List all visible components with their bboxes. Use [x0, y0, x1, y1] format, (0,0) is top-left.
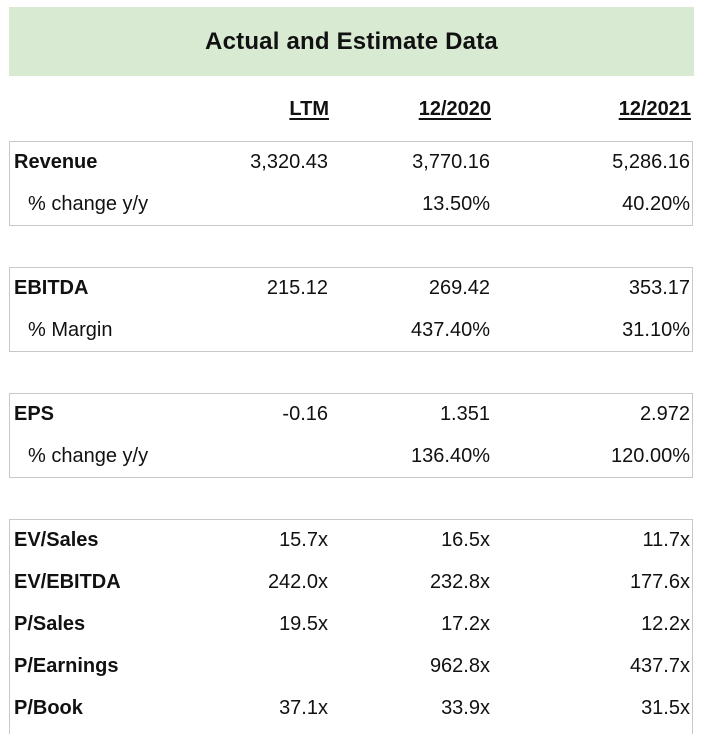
multiples-block: EV/Sales 15.7x 16.5x 11.7x EV/EBITDA 242…	[9, 519, 693, 734]
revenue-change-2020: 13.50%	[422, 193, 490, 215]
revenue-change-2021: 40.20%	[622, 193, 690, 215]
ebitda-margin-2021: 31.10%	[622, 319, 690, 341]
ebitda-margin-row: % Margin 437.40% 31.10%	[10, 311, 692, 353]
eps-change-2021: 120.00%	[611, 445, 690, 467]
column-header-2020: 12/2020	[418, 98, 491, 120]
multiples-label: P/Earnings	[14, 655, 119, 677]
multiples-2020: 962.8x	[429, 655, 490, 677]
multiples-ltm: 37.1x	[279, 697, 328, 719]
ebitda-2020: 269.42	[428, 277, 490, 299]
multiples-2021: 12.2x	[641, 613, 690, 635]
multiples-row-ev-sales: EV/Sales 15.7x 16.5x 11.7x	[10, 521, 692, 563]
multiples-2020: 17.2x	[441, 613, 490, 635]
multiples-row-p-earnings: P/Earnings 962.8x 437.7x	[10, 647, 692, 689]
multiples-2020: 232.8x	[429, 571, 490, 593]
revenue-2020: 3,770.16	[412, 151, 490, 173]
revenue-ltm: 3,320.43	[250, 151, 328, 173]
multiples-label: P/Book	[14, 697, 83, 719]
ebitda-block: EBITDA 215.12 269.42 353.17 % Margin 437…	[9, 267, 693, 352]
eps-2021: 2.972	[639, 403, 690, 425]
multiples-row-p-book: P/Book 37.1x 33.9x 31.5x	[10, 689, 692, 731]
multiples-ltm: 242.0x	[267, 571, 328, 593]
eps-change-label: % change y/y	[28, 445, 149, 467]
multiples-label: P/Sales	[14, 613, 86, 635]
multiples-row-p-sales: P/Sales 19.5x 17.2x 12.2x	[10, 605, 692, 647]
multiples-row-ev-ebitda: EV/EBITDA 242.0x 232.8x 177.6x	[10, 563, 692, 605]
multiples-2021: 177.6x	[629, 571, 690, 593]
ebitda-label: EBITDA	[14, 277, 89, 299]
eps-row: EPS -0.16 1.351 2.972	[10, 395, 692, 437]
revenue-block: Revenue 3,320.43 3,770.16 5,286.16 % cha…	[9, 141, 693, 226]
eps-ltm: -0.16	[282, 403, 328, 425]
revenue-change-row: % change y/y 13.50% 40.20%	[10, 185, 692, 227]
eps-2020: 1.351	[439, 403, 490, 425]
multiples-2020: 16.5x	[441, 529, 490, 551]
revenue-change-label: % change y/y	[28, 193, 149, 215]
ebitda-ltm: 215.12	[266, 277, 328, 299]
revenue-label: Revenue	[14, 151, 98, 173]
eps-label: EPS	[14, 403, 55, 425]
revenue-2021: 5,286.16	[612, 151, 690, 173]
ebitda-margin-label: % Margin	[28, 319, 113, 341]
multiples-label: EV/Sales	[14, 529, 99, 551]
ebitda-margin-2020: 437.40%	[411, 319, 490, 341]
multiples-label: EV/EBITDA	[14, 571, 121, 593]
revenue-row: Revenue 3,320.43 3,770.16 5,286.16	[10, 143, 692, 185]
multiples-2021: 31.5x	[641, 697, 690, 719]
table-title: Actual and Estimate Data	[9, 7, 694, 76]
multiples-2021: 437.7x	[629, 655, 690, 677]
eps-block: EPS -0.16 1.351 2.972 % change y/y 136.4…	[9, 393, 693, 478]
ebitda-row: EBITDA 215.12 269.42 353.17	[10, 269, 692, 311]
eps-change-row: % change y/y 136.40% 120.00%	[10, 437, 692, 479]
ebitda-2021: 353.17	[628, 277, 690, 299]
eps-change-2020: 136.40%	[411, 445, 490, 467]
multiples-ltm: 19.5x	[279, 613, 328, 635]
multiples-2021: 11.7x	[642, 529, 690, 551]
multiples-2020: 33.9x	[441, 697, 490, 719]
column-header-ltm: LTM	[289, 98, 329, 120]
column-header-2021: 12/2021	[618, 98, 691, 120]
multiples-ltm: 15.7x	[279, 529, 328, 551]
